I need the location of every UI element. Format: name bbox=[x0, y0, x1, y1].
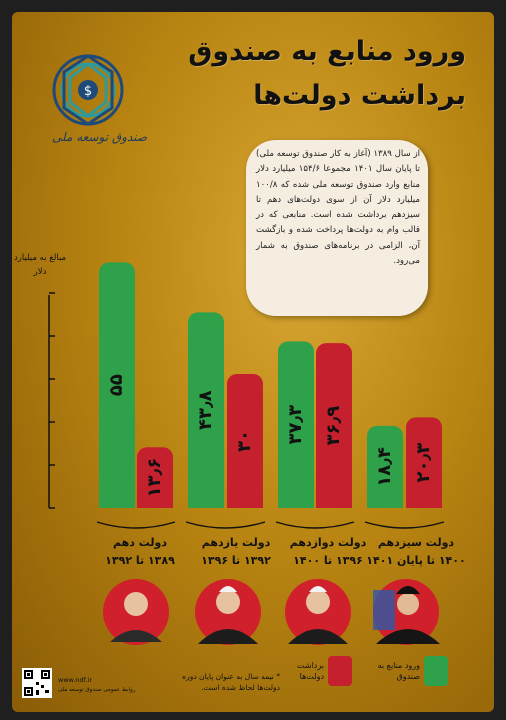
portrait-11-avatar bbox=[195, 579, 261, 645]
legend-label-green: ورود منابع به صندوق bbox=[377, 661, 420, 681]
portrait-row bbox=[103, 579, 440, 645]
data-label-inflow-0: ۵۵ bbox=[106, 374, 127, 396]
data-label-inflow-3: ۱۸٫۴ bbox=[374, 447, 395, 487]
footnote: * نیمه سال به عنوان پایان دوره دولت‌ها ل… bbox=[182, 672, 280, 692]
gov-name-13: دولت سیزدهم bbox=[377, 536, 455, 549]
bar-inflow-3-base bbox=[367, 498, 403, 508]
gov-years-10: ۱۳۸۹ تا ۱۳۹۲ bbox=[105, 554, 175, 567]
bar-withdrawal-3-base bbox=[406, 498, 442, 508]
website-url[interactable]: www.ndf.ir bbox=[58, 676, 93, 684]
bar-inflow-1 bbox=[188, 312, 224, 508]
info-callout bbox=[246, 140, 428, 316]
bar-withdrawal-2 bbox=[316, 343, 352, 508]
data-label-withdrawal-2: ۳۶٫۹ bbox=[323, 406, 344, 446]
data-label-inflow-1: ۴۳٫۸ bbox=[195, 390, 216, 430]
group-bracket bbox=[96, 521, 176, 529]
bar-inflow-0 bbox=[99, 262, 135, 508]
portrait-12-avatar bbox=[285, 579, 351, 645]
bar-withdrawal-0-base bbox=[137, 498, 173, 508]
group-bracket bbox=[364, 521, 445, 529]
data-label-withdrawal-0: ۱۳٫۶ bbox=[144, 458, 165, 498]
gov-years-12: ۱۳۹۶ تا ۱۴۰۰ bbox=[293, 554, 363, 567]
data-label-withdrawal-1: ۳۰ bbox=[234, 430, 255, 452]
data-label-inflow-2: ۳۷٫۳ bbox=[285, 405, 306, 445]
data-label-withdrawal-3: ۲۰٫۳ bbox=[413, 443, 434, 483]
gov-name-12: دولت دوازدهم bbox=[289, 536, 367, 549]
logo-caption: صندوق توسعه ملی bbox=[52, 130, 148, 144]
svg-text:$: $ bbox=[84, 84, 92, 99]
bar-inflow-2-base bbox=[278, 498, 314, 508]
group-bracket bbox=[275, 521, 355, 529]
y-axis-label: مبالغ به میلیارد دلار bbox=[13, 253, 67, 277]
bar-withdrawal-1-base bbox=[227, 498, 263, 508]
bar-inflow-1-base bbox=[188, 498, 224, 508]
legend-swatch-green bbox=[424, 656, 448, 686]
qr-code-icon bbox=[22, 668, 52, 698]
bar-inflow-3 bbox=[367, 425, 403, 508]
page-subtitle: برداشت دولت‌ها bbox=[253, 80, 466, 111]
gov-years-13: ۱۴۰۰ تا پایان ۱۴۰۱ bbox=[366, 554, 466, 567]
page-title: ورود منابع به صندوق bbox=[188, 36, 466, 67]
bar-withdrawal-0 bbox=[137, 447, 173, 508]
gov-years-11: ۱۳۹۲ تا ۱۳۹۶ bbox=[201, 554, 271, 567]
bar-inflow-0-base bbox=[99, 498, 135, 508]
website-caption: روابط عمومی صندوق توسعه ملی bbox=[58, 687, 136, 693]
portrait-10-avatar bbox=[103, 579, 169, 645]
callout-text: از سال ۱۳۸۹ (آغاز به کار صندوق توسعه ملی… bbox=[256, 149, 420, 267]
ndf-logo-icon: $ bbox=[52, 54, 124, 126]
group-bracket bbox=[185, 521, 266, 529]
legend-swatch-red bbox=[328, 656, 352, 686]
legend-label-red: برداشت دولت‌ها bbox=[297, 661, 324, 681]
gov-name-10: دولت دهم bbox=[113, 536, 167, 549]
bar-withdrawal-3 bbox=[406, 417, 442, 508]
bar-withdrawal-1 bbox=[227, 374, 263, 508]
gov-name-11: دولت یازدهم bbox=[201, 536, 271, 549]
bar-inflow-2 bbox=[278, 341, 314, 508]
bar-withdrawal-2-base bbox=[316, 498, 352, 508]
portrait-13-avatar bbox=[373, 579, 440, 645]
